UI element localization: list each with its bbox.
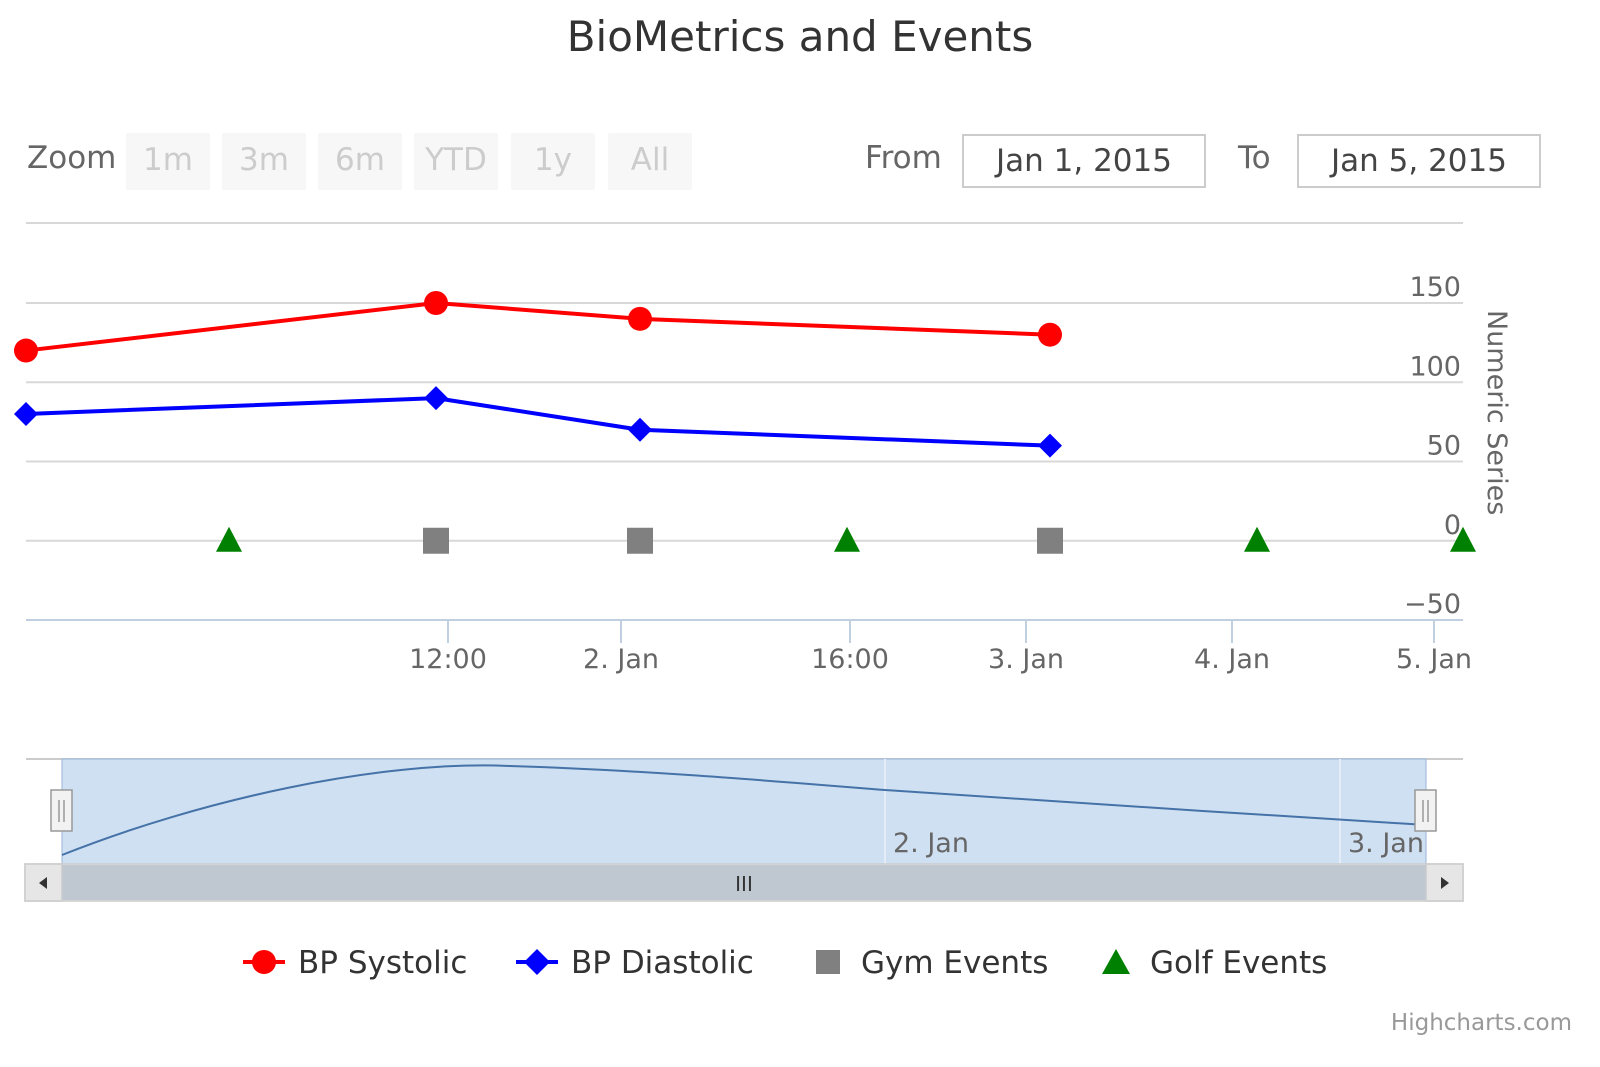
arrow-right-icon[interactable] — [1425, 863, 1464, 902]
legend-diamond-icon — [524, 949, 550, 975]
navigator-series-line — [61, 764, 1427, 856]
from-label: From — [865, 140, 942, 176]
x-tick-label: 16:00 — [811, 644, 889, 675]
y-tick-label: 150 — [1409, 272, 1461, 303]
zoom-6m-button[interactable]: 6m — [318, 133, 402, 190]
legend-circle-icon — [252, 950, 276, 974]
data-point — [216, 526, 242, 552]
data-point — [628, 417, 652, 442]
navigator-left-handle[interactable] — [50, 789, 73, 832]
y-axis-ticks: 150 100 50 0 −50 — [1404, 272, 1461, 620]
scrollbar-thumb[interactable] — [62, 865, 1426, 900]
zoom-1m-button[interactable]: 1m — [126, 133, 210, 190]
navigator[interactable]: 2. Jan 3. Jan — [26, 758, 1463, 865]
series-bp-diastolic — [14, 386, 1062, 458]
y-tick-label: 0 — [1444, 510, 1461, 541]
data-point — [424, 386, 448, 411]
navigator-label-3jan: 3. Jan — [1348, 828, 1424, 859]
to-date-input[interactable]: Jan 5, 2015 — [1297, 134, 1541, 188]
navigator-label-2jan: 2. Jan — [893, 828, 969, 859]
data-point — [1037, 527, 1063, 554]
zoom-3m-button[interactable]: 3m — [222, 133, 306, 190]
x-tick-label: 5. Jan — [1396, 644, 1472, 675]
zoom-label: Zoom — [27, 140, 117, 176]
legend-label: Golf Events — [1150, 945, 1327, 981]
zoom-ytd-button[interactable]: YTD — [414, 133, 498, 190]
legend-label: Gym Events — [861, 945, 1048, 981]
y-tick-label: 50 — [1427, 431, 1461, 462]
credits-link[interactable]: Highcharts.com — [1390, 1010, 1572, 1036]
series-gym-events — [423, 527, 1063, 554]
legend-item-golf-events[interactable]: Golf Events — [1102, 945, 1327, 981]
y-tick-label: 100 — [1409, 351, 1461, 382]
scrollbar[interactable]: III — [24, 863, 1464, 902]
legend-item-gym-events[interactable]: Gym Events — [816, 945, 1048, 981]
x-tick-label: 12:00 — [409, 644, 487, 675]
y-tick-label: −50 — [1404, 589, 1461, 620]
x-tick-label: 4. Jan — [1194, 644, 1270, 675]
legend-item-bp-diastolic[interactable]: BP Diastolic — [516, 945, 754, 981]
data-point — [424, 291, 448, 315]
data-point — [1038, 433, 1062, 458]
legend-item-bp-systolic[interactable]: BP Systolic — [243, 945, 467, 981]
data-point — [1244, 526, 1270, 552]
series-layer — [14, 291, 1476, 554]
series-line — [25, 300, 1051, 353]
series-line — [25, 396, 1051, 448]
data-point — [1450, 526, 1476, 552]
legend: BP Systolic BP Diastolic Gym Events Golf… — [243, 945, 1327, 981]
data-point — [1038, 322, 1062, 347]
chart-title: BioMetrics and Events — [566, 12, 1034, 61]
to-label: To — [1238, 140, 1271, 176]
zoom-1y-button[interactable]: 1y — [511, 133, 595, 190]
legend-label: BP Diastolic — [571, 945, 754, 981]
zoom-all-button[interactable]: All — [608, 133, 692, 190]
data-point — [627, 527, 653, 554]
x-tick-label: 3. Jan — [988, 644, 1064, 675]
legend-label: BP Systolic — [298, 945, 467, 981]
data-point — [628, 306, 652, 331]
scrollbar-grip-icon: III — [735, 872, 753, 896]
data-point — [14, 401, 38, 426]
data-point — [14, 338, 38, 363]
y-axis-title: Numeric Series — [1481, 310, 1512, 515]
navigator-right-handle[interactable] — [1414, 789, 1437, 832]
series-golf-events — [216, 526, 1476, 552]
arrow-left-icon[interactable] — [24, 863, 63, 902]
from-date-input[interactable]: Jan 1, 2015 — [962, 134, 1206, 188]
data-point — [423, 527, 449, 554]
legend-square-icon — [816, 950, 840, 974]
legend-triangle-icon — [1102, 949, 1130, 974]
x-axis: 12:00 2. Jan 16:00 3. Jan 4. Jan 5. Jan — [409, 621, 1472, 675]
grid-lines — [26, 222, 1463, 621]
series-bp-systolic — [14, 291, 1062, 363]
data-point — [834, 526, 860, 552]
x-tick-label: 2. Jan — [583, 644, 659, 675]
